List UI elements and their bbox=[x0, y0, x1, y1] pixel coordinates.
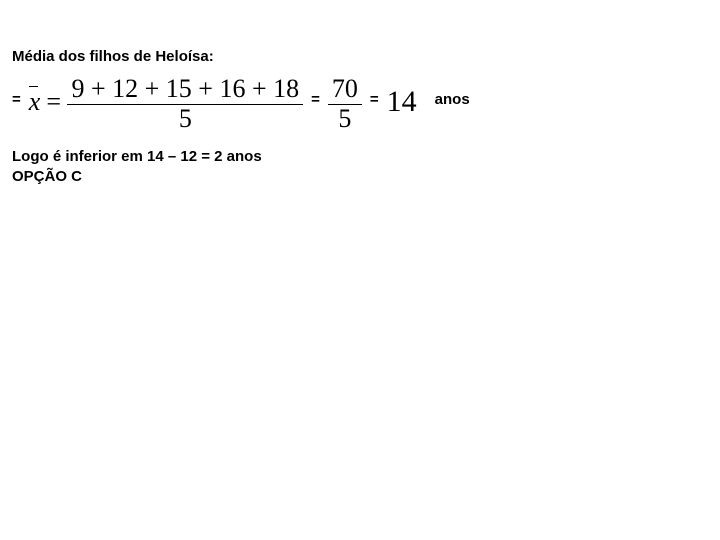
mean-fraction-expression: x = 9 + 12 + 15 + 16 + 18 5 bbox=[29, 75, 303, 133]
fraction-sum-numerator: 9 + 12 + 15 + 16 + 18 bbox=[67, 75, 303, 105]
mean-equation-row: = x = 9 + 12 + 15 + 16 + 18 5 = 70 5 = 1… bbox=[12, 75, 708, 133]
xbar-symbol: x bbox=[29, 88, 41, 117]
conclusion-block: Logo é inferior em 14 – 12 = 2 anos OPÇÃ… bbox=[12, 147, 708, 188]
equals-2: = bbox=[311, 75, 320, 108]
assign-equals: = bbox=[46, 88, 61, 117]
result-unit: anos bbox=[435, 75, 470, 108]
fraction-sum-denominator: 5 bbox=[67, 105, 303, 134]
fraction-reduced-denominator: 5 bbox=[328, 105, 362, 134]
equals-1: = bbox=[12, 75, 21, 108]
fraction-sum: 9 + 12 + 15 + 16 + 18 5 bbox=[67, 75, 303, 133]
fraction-reduced-numerator: 70 bbox=[328, 75, 362, 105]
result-value: 14 bbox=[387, 75, 417, 119]
xbar-var: x bbox=[29, 87, 41, 116]
page-root: Média dos filhos de Heloísa: = x = 9 + 1… bbox=[0, 0, 720, 188]
page-title: Média dos filhos de Heloísa: bbox=[12, 48, 708, 65]
xbar-overline bbox=[29, 86, 39, 87]
equals-3: = bbox=[370, 75, 379, 108]
conclusion-line-1: Logo é inferior em 14 – 12 = 2 anos bbox=[12, 147, 708, 167]
conclusion-option: OPÇÃO C bbox=[12, 167, 708, 187]
xbar-equals: x = bbox=[29, 88, 61, 117]
fraction-reduced: 70 5 bbox=[328, 75, 362, 133]
fraction-70-over-5: 70 5 bbox=[328, 75, 362, 133]
